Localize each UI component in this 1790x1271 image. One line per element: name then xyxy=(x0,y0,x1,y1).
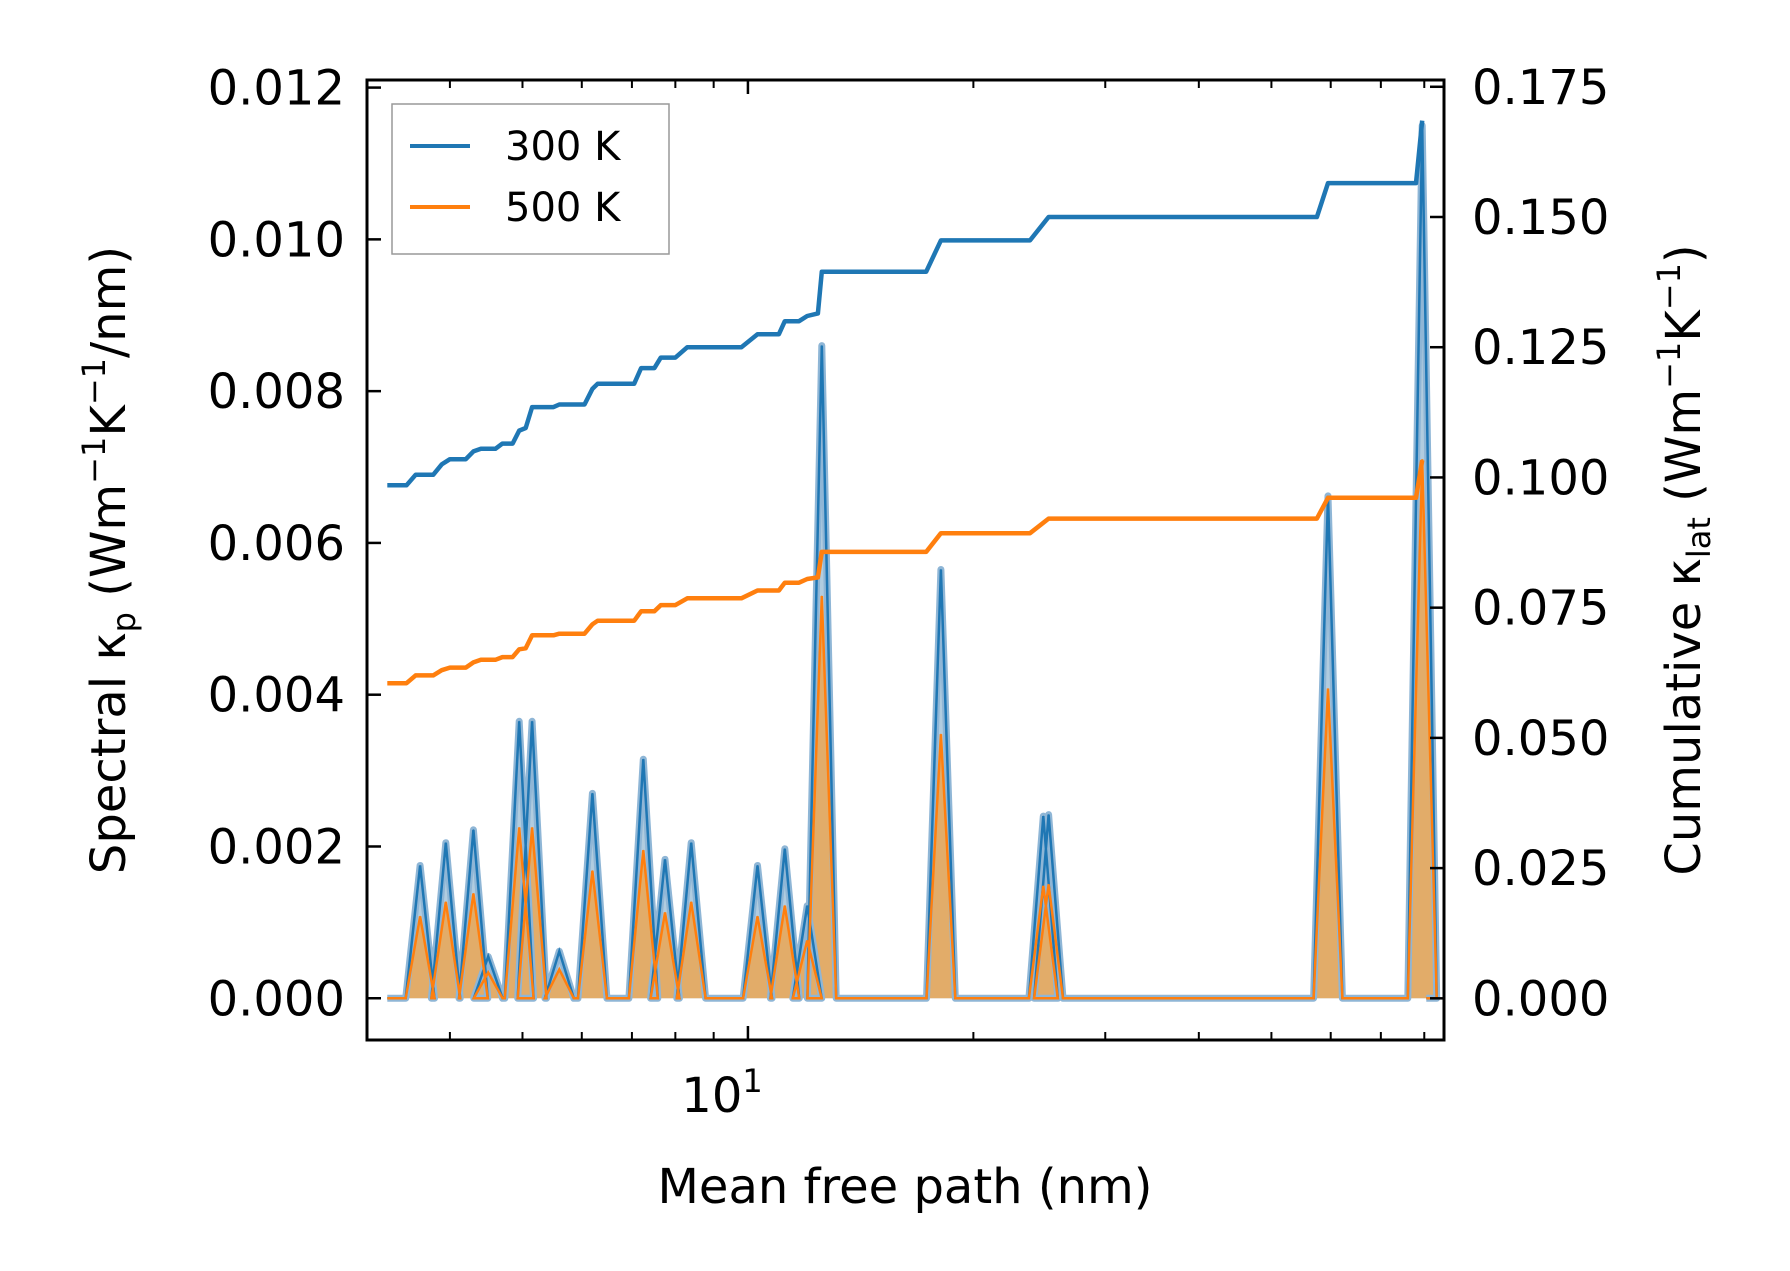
spectral-fill-300k xyxy=(387,125,1437,999)
spectral-peak-500k xyxy=(1042,885,1044,887)
spectral-peak-300k xyxy=(591,792,593,794)
spectral-peak-300k xyxy=(558,950,560,952)
legend: 300 K 500 K xyxy=(391,103,670,255)
spectral-line-500k xyxy=(387,459,1438,1000)
spectral-peak-500k xyxy=(1048,883,1050,885)
y-tick-label-left: 0.002 xyxy=(208,819,345,875)
cumulative-line-300k xyxy=(387,120,1425,488)
cumulative-line-500k xyxy=(387,459,1425,686)
spectral-peak-500k xyxy=(1421,458,1423,460)
spectral-peak-300k xyxy=(784,848,786,850)
spectral-peak-300k xyxy=(472,829,474,831)
legend-label-500k: 500 K xyxy=(505,185,622,231)
y-tick-label-right: 0.150 xyxy=(1472,190,1609,246)
spectral-peak-500k xyxy=(690,901,692,903)
tick-group xyxy=(367,80,1444,1040)
spectral-peak-300k xyxy=(531,720,533,722)
spectral-peak-300k xyxy=(664,858,666,860)
spectral-peak-500k xyxy=(757,915,759,917)
y-tick-label-left: 0.006 xyxy=(208,516,345,572)
legend-box xyxy=(391,103,670,255)
tick-label-group: 0.000 0.002 0.004 0.006 0.008 0.010 0.012 0.000… xyxy=(208,60,1610,1028)
spectral-peak-500k xyxy=(821,595,823,597)
spectral-peak-300k xyxy=(821,345,823,347)
spectral-line-300k xyxy=(387,125,1438,1000)
spectral-peak-500k xyxy=(940,733,942,735)
legend-label-300k: 300 K xyxy=(505,124,622,170)
y-tick-label-right: 0.025 xyxy=(1472,841,1609,897)
y-tick-label-left: 0.000 xyxy=(208,971,345,1027)
spectral-peak-300k xyxy=(1042,815,1044,817)
spectral-peak-300k xyxy=(445,842,447,844)
y-tick-label-left: 0.008 xyxy=(208,364,345,420)
y-tick-label-left: 0.010 xyxy=(208,212,345,268)
spectral-peak-300k xyxy=(419,864,421,866)
spectral-halo-300k xyxy=(387,122,1441,1002)
y-axis-label-right: Cumulative κlat (Wm−1K−1) xyxy=(1650,244,1718,875)
spectral-peak-500k xyxy=(784,905,786,907)
spectral-peak-500k xyxy=(445,901,447,903)
spectral-peak-500k xyxy=(806,940,808,942)
spectral-peak-300k xyxy=(642,758,644,760)
y-tick-label-left: 0.012 xyxy=(208,61,345,117)
spectral-peak-500k xyxy=(664,912,666,914)
spectral-peak-500k xyxy=(472,893,474,895)
spectral-line-group xyxy=(387,122,1441,1002)
spectral-peak-500k xyxy=(642,849,644,851)
spectral-peak-300k xyxy=(806,905,808,907)
spectral-peak-500k xyxy=(558,968,560,970)
spectral-peak-500k xyxy=(518,827,520,829)
x-tick-label-10: 101 xyxy=(681,1062,762,1124)
y-tick-label-right: 0.000 xyxy=(1472,971,1609,1027)
spectral-fill-500k xyxy=(387,459,1437,999)
spectral-peak-300k xyxy=(940,568,942,570)
y-tick-label-right: 0.075 xyxy=(1472,581,1609,637)
spectral-peak-300k xyxy=(487,956,489,958)
y-tick-label-right: 0.125 xyxy=(1472,320,1609,376)
y-axis-label-left: Spectral κp (Wm−1K−1/nm) xyxy=(75,246,143,874)
spectral-fill-group xyxy=(387,125,1437,999)
y-tick-label-left: 0.004 xyxy=(208,668,345,724)
spectral-peak-500k xyxy=(531,827,533,829)
spectral-peak-500k xyxy=(487,971,489,973)
spectral-peak-300k xyxy=(518,720,520,722)
spectral-peak-500k xyxy=(591,870,593,872)
y-tick-label-right: 0.175 xyxy=(1472,60,1609,116)
x-axis-label: Mean free path (nm) xyxy=(658,1159,1153,1215)
spectral-peak-300k xyxy=(757,864,759,866)
cumulative-line-group xyxy=(387,120,1425,686)
y-tick-label-right: 0.050 xyxy=(1472,711,1609,767)
spectral-peak-300k xyxy=(1048,814,1050,816)
y-tick-label-right: 0.100 xyxy=(1472,450,1609,506)
plot-frame xyxy=(365,78,1446,1042)
spectral-peak-500k xyxy=(1327,688,1329,690)
spectral-peak-500k xyxy=(419,915,421,917)
spectral-peak-300k xyxy=(690,842,692,844)
